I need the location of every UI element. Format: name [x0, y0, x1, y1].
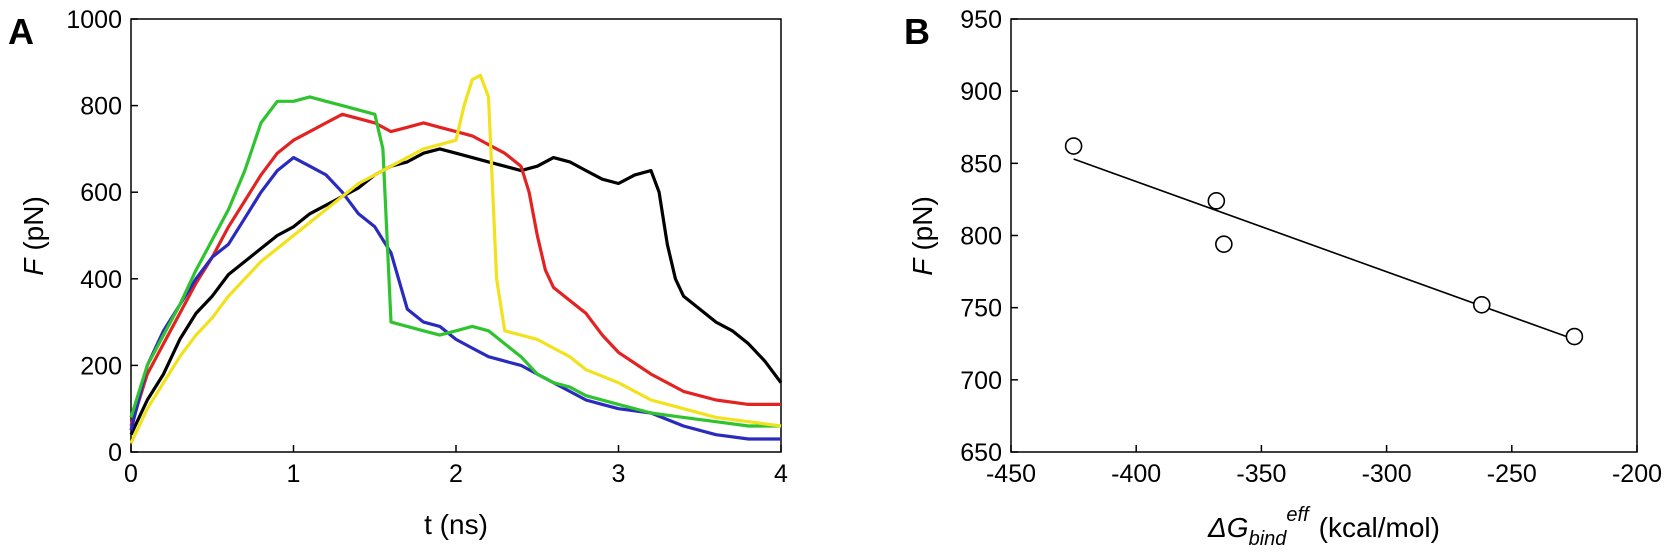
panel-a-series-line-3 [129, 95, 781, 428]
panel-a-x-axis-label: t (ns) [424, 509, 488, 540]
panel-b-y-axis-unit: (pN) [907, 196, 938, 250]
panel-b-y-tick-label: 950 [960, 6, 1002, 34]
panel-b-x-ticks: -450 -400 -350 -300 -250 -200 [986, 445, 1662, 488]
panel-a-x-tick-label: 3 [612, 460, 626, 488]
panel-b-data-point [1472, 295, 1491, 314]
panel-a-y-ticks: 0 200 400 600 800 1000 [66, 6, 138, 467]
panel-b-x-tick-label: -450 [986, 460, 1036, 488]
panel-a-plot-frame [130, 18, 782, 453]
panel-a-x-ticks: 0 1 2 3 4 [124, 445, 788, 488]
panel-a-y-tick-label: 1000 [66, 6, 122, 34]
panel-a-x-tick-label: 1 [287, 460, 301, 488]
panel-b-data-point [1215, 235, 1233, 253]
panel-b-data-point [1565, 327, 1584, 346]
panel-a-x-tick-label: 4 [774, 460, 788, 488]
panel-a-y-tick-label: 600 [80, 179, 122, 207]
panel-b-fit-group [1073, 158, 1575, 341]
panel-b-x-tick-label: -400 [1111, 460, 1161, 488]
panel-b-x-tick-label: -250 [1487, 460, 1537, 488]
panel-a-series-line-1 [129, 112, 781, 427]
panel-b-x-tick-label: -300 [1362, 460, 1412, 488]
panel-b-data-point [1064, 137, 1083, 155]
panel-a-series-line-2 [129, 156, 781, 441]
panel-b-y-tick-label: 650 [960, 439, 1002, 467]
panel-a-y-tick-label: 200 [80, 352, 122, 380]
panel-b-label: B [904, 11, 930, 52]
panel-b-x-tick-label: -200 [1612, 460, 1662, 488]
panel-b-y-tick-label: 850 [960, 150, 1002, 178]
panel-b-y-tick-label: 800 [960, 223, 1002, 251]
panel-b-y-tick-label: 700 [960, 367, 1002, 395]
panel-b-y-tick-label: 900 [960, 78, 1002, 106]
panel-b-data-point [1207, 192, 1226, 210]
panel-b-fit-line [1073, 158, 1575, 341]
panel-b-x-axis-superscript: eff [1286, 504, 1311, 526]
panel-a: A 0 1 2 3 4 0 200 400 600 800 1000 t (ns) F (pN) [8, 6, 788, 540]
panel-b-x-axis-unit: (kcal/mol) [1319, 512, 1440, 543]
panel-b-points-group [1064, 137, 1584, 346]
panel-b: B -450 -400 -350 -300 -250 -200 650 700 750 800 8… [904, 6, 1662, 550]
panel-b-x-axis-label: ΔGbindeff (kcal/mol) [1207, 504, 1440, 550]
panel-b-y-ticks: 650 700 750 800 850 900 950 [960, 6, 1018, 467]
panel-a-y-axis-unit: (pN) [18, 196, 49, 250]
panel-b-plot-frame [1010, 18, 1638, 453]
panel-a-y-tick-label: 400 [80, 266, 122, 294]
panel-a-y-axis-symbol: F [18, 257, 49, 276]
panel-a-y-tick-label: 0 [108, 439, 122, 467]
panel-a-y-axis-label: F (pN) [18, 196, 49, 276]
panel-b-y-axis-label: F (pN) [907, 196, 938, 276]
panel-b-x-tick-label: -350 [1236, 460, 1286, 488]
panel-b-y-tick-label: 750 [960, 295, 1002, 323]
panel-a-x-tick-label: 2 [449, 460, 463, 488]
panel-a-series-group [129, 73, 783, 444]
panel-b-y-axis-symbol: F [907, 257, 938, 276]
panel-b-x-axis-subscript: bind [1249, 528, 1288, 550]
panel-a-label: A [8, 11, 34, 52]
panel-a-series-line-0 [129, 147, 783, 436]
panel-a-series-line-4 [129, 73, 782, 444]
panel-a-x-tick-label: 0 [124, 460, 138, 488]
panel-a-y-tick-label: 800 [80, 93, 122, 121]
panel-b-x-axis-symbol: ΔG [1207, 512, 1249, 543]
